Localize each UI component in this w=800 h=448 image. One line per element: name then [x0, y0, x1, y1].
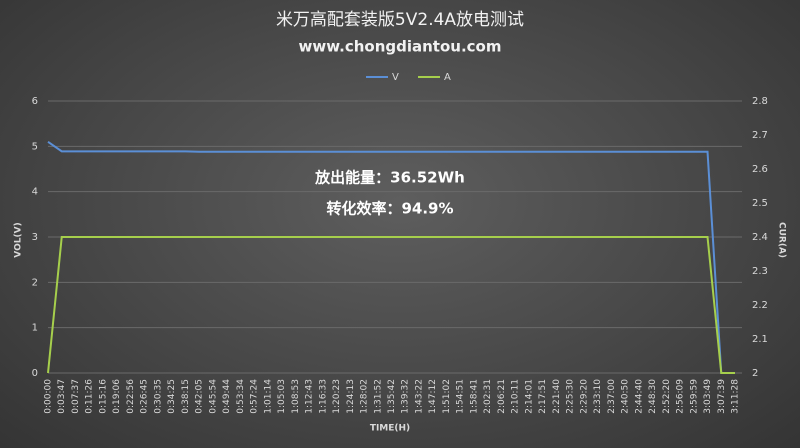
y-tick-label: 6	[32, 96, 38, 107]
x-tick-label: 2:48:30	[648, 379, 658, 414]
x-tick-label: 1:05:03	[277, 379, 287, 414]
x-tick-label: 1:58:41	[469, 379, 479, 414]
x-tick-label: 1:35:42	[387, 379, 397, 414]
x-tick-label: 0:38:15	[181, 379, 191, 414]
x-tick-label: 0:34:25	[167, 379, 177, 414]
x-tick-label: 1:28:02	[360, 379, 370, 414]
annotation: 放出能量：36.52Wh	[314, 169, 465, 187]
x-tick-label: 1:54:51	[456, 379, 466, 414]
y-tick-label: 3	[32, 232, 38, 243]
x-tick-label: 1:08:53	[291, 379, 301, 414]
line-series	[47, 140, 735, 374]
x-tick-label: 3:11:28	[731, 379, 741, 414]
x-tick-label: 0:22:56	[126, 379, 136, 414]
x-tick-label: 2:14:01	[524, 379, 534, 414]
legend-label: V	[392, 72, 399, 83]
y2-tick-label: 2	[752, 368, 758, 379]
y2-axis-label: CUR(A)	[777, 222, 787, 258]
x-tick-label: 2:40:50	[621, 379, 631, 414]
x-tick-label: 0:00:00	[44, 379, 54, 414]
x-tick-label: 1:20:23	[332, 379, 342, 414]
x-tick-label: 2:25:30	[566, 379, 576, 414]
y-tick-label: 2	[32, 277, 38, 288]
y2-tick-label: 2.8	[752, 96, 768, 107]
y-tick-label: 4	[32, 187, 38, 198]
x-tick-label: 2:29:20	[579, 379, 589, 414]
x-tick-label: 0:57:24	[250, 379, 260, 414]
x-tick-label: 0:30:35	[153, 379, 163, 414]
x-tick-label: 1:24:13	[346, 379, 356, 414]
x-tick-label: 2:10:11	[511, 379, 521, 414]
line-series	[47, 236, 735, 374]
x-tick-label: 2:56:09	[676, 379, 686, 414]
x-tick-label: 2:02:31	[483, 379, 493, 414]
y2-tick-label: 2.1	[752, 334, 768, 345]
x-tick-label: 0:15:16	[98, 379, 108, 414]
x-tick-label: 0:45:54	[208, 379, 218, 414]
x-tick-label: 0:42:05	[195, 379, 205, 414]
annotation: 转化效率：94.9%	[326, 200, 453, 218]
y2-tick-label: 2.2	[752, 300, 768, 311]
x-tick-label: 1:31:52	[373, 379, 383, 414]
y2-tick-label: 2.7	[752, 130, 768, 141]
legend-label: A	[444, 72, 451, 83]
x-tick-label: 2:17:51	[538, 379, 548, 414]
chart-title: 米万高配套装版5V2.4A放电测试	[276, 10, 524, 30]
x-tick-label: 1:43:22	[414, 379, 424, 414]
x-tick-label: 1:47:12	[428, 379, 438, 414]
x-tick-label: 0:11:26	[85, 379, 95, 414]
y-tick-label: 0	[32, 368, 38, 379]
x-tick-label: 2:06:21	[497, 379, 507, 414]
x-tick-label: 1:51:02	[442, 379, 452, 414]
y-axis-label: VOL(V)	[14, 222, 24, 257]
y2-tick-label: 2.5	[752, 198, 768, 209]
x-tick-label: 0:49:44	[222, 379, 232, 414]
x-tick-label: 0:03:47	[57, 379, 67, 414]
x-tick-label: 0:19:06	[112, 379, 122, 414]
x-tick-label: 0:26:45	[140, 379, 150, 414]
x-tick-label: 2:33:10	[593, 379, 603, 414]
x-tick-label: 0:53:34	[236, 379, 246, 414]
x-tick-label: 3:03:49	[703, 379, 713, 414]
x-tick-label: 1:01:14	[263, 379, 273, 414]
chart-subtitle: www.chongdiantou.com	[299, 38, 502, 56]
x-tick-label: 3:07:39	[717, 379, 727, 414]
x-tick-label: 0:07:37	[71, 379, 81, 414]
y2-tick-label: 2.3	[752, 266, 768, 277]
x-tick-label: 1:39:32	[401, 379, 411, 414]
y2-tick-label: 2.6	[752, 164, 768, 175]
x-tick-label: 1:16:33	[318, 379, 328, 414]
y-tick-label: 1	[32, 323, 38, 334]
x-tick-label: 2:21:40	[552, 379, 562, 414]
x-tick-label: 2:37:00	[607, 379, 617, 414]
x-tick-label: 2:52:20	[662, 379, 672, 414]
x-tick-label: 2:59:59	[689, 379, 699, 414]
y-tick-label: 5	[32, 141, 38, 152]
x-tick-label: 2:44:40	[634, 379, 644, 414]
x-tick-label: 1:12:43	[305, 379, 315, 414]
y2-tick-label: 2.4	[752, 232, 768, 243]
x-axis-label: TIME(H)	[370, 424, 410, 434]
